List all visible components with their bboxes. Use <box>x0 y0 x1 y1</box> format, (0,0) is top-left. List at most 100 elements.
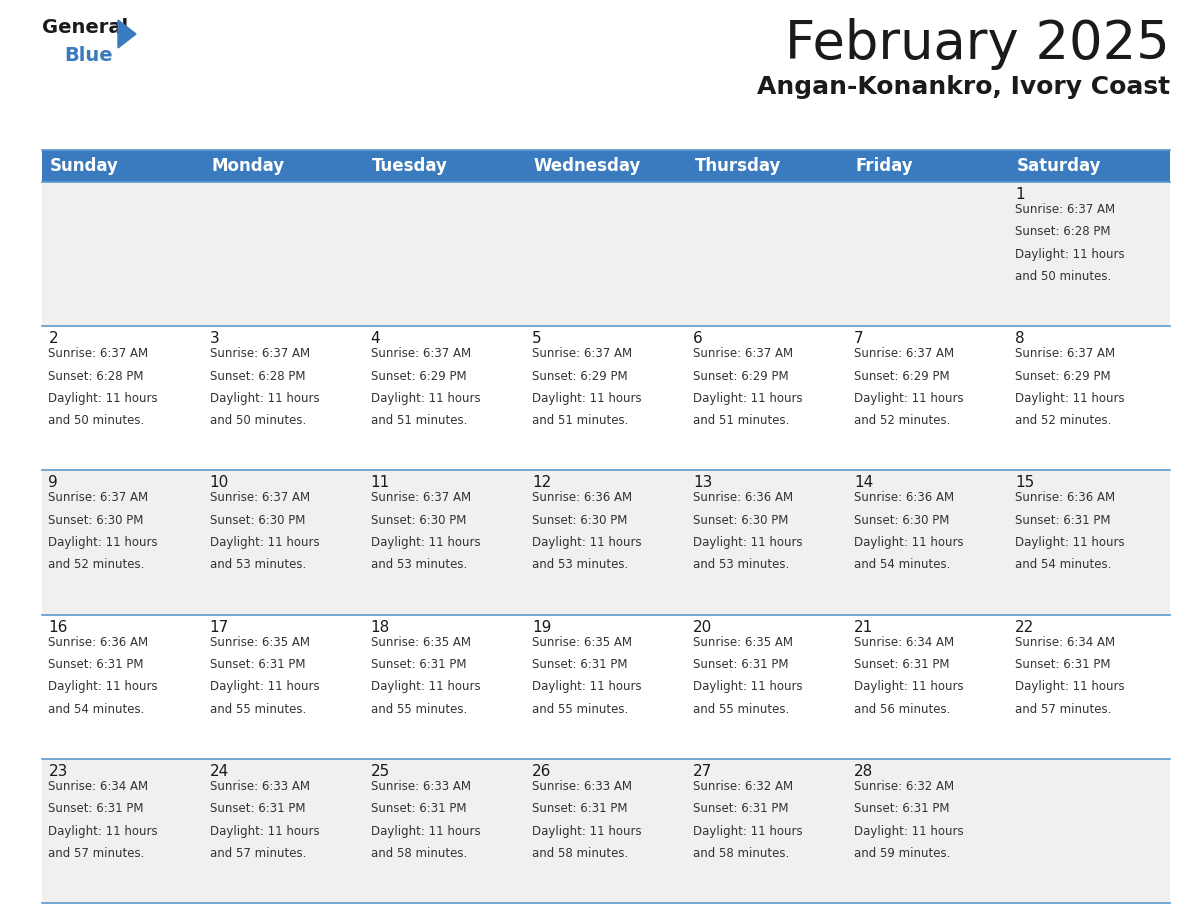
Text: Sunset: 6:28 PM: Sunset: 6:28 PM <box>1016 225 1111 239</box>
Text: 14: 14 <box>854 476 873 490</box>
Text: and 57 minutes.: and 57 minutes. <box>209 846 307 860</box>
Text: and 51 minutes.: and 51 minutes. <box>371 414 467 427</box>
Text: and 53 minutes.: and 53 minutes. <box>209 558 305 571</box>
Text: Saturday: Saturday <box>1017 157 1101 175</box>
Bar <box>42 614 1170 759</box>
Text: Sunrise: 6:32 AM: Sunrise: 6:32 AM <box>854 779 954 793</box>
Text: Sunrise: 6:37 AM: Sunrise: 6:37 AM <box>371 491 470 504</box>
Text: Thursday: Thursday <box>695 157 781 175</box>
Text: and 58 minutes.: and 58 minutes. <box>693 846 789 860</box>
Text: 9: 9 <box>49 476 58 490</box>
Text: Sunrise: 6:37 AM: Sunrise: 6:37 AM <box>49 491 148 504</box>
Text: Sunrise: 6:35 AM: Sunrise: 6:35 AM <box>532 635 632 649</box>
Text: Sunset: 6:28 PM: Sunset: 6:28 PM <box>49 370 144 383</box>
Text: and 53 minutes.: and 53 minutes. <box>371 558 467 571</box>
Text: Sunrise: 6:33 AM: Sunrise: 6:33 AM <box>371 779 470 793</box>
Text: and 51 minutes.: and 51 minutes. <box>532 414 628 427</box>
Text: Sunrise: 6:36 AM: Sunrise: 6:36 AM <box>49 635 148 649</box>
Text: Daylight: 11 hours: Daylight: 11 hours <box>209 536 320 549</box>
Text: Friday: Friday <box>855 157 914 175</box>
Bar <box>42 150 203 182</box>
Text: 21: 21 <box>854 620 873 634</box>
Text: Daylight: 11 hours: Daylight: 11 hours <box>371 680 480 693</box>
Text: Daylight: 11 hours: Daylight: 11 hours <box>209 680 320 693</box>
Text: Sunrise: 6:35 AM: Sunrise: 6:35 AM <box>209 635 310 649</box>
Bar <box>687 150 848 182</box>
Text: Tuesday: Tuesday <box>372 157 448 175</box>
Bar <box>42 182 1170 326</box>
Text: Sunrise: 6:34 AM: Sunrise: 6:34 AM <box>1016 635 1116 649</box>
Text: Sunrise: 6:37 AM: Sunrise: 6:37 AM <box>693 347 794 360</box>
Text: 13: 13 <box>693 476 713 490</box>
Text: 11: 11 <box>371 476 390 490</box>
Text: Daylight: 11 hours: Daylight: 11 hours <box>532 392 642 405</box>
Text: 3: 3 <box>209 331 220 346</box>
Text: Blue: Blue <box>64 46 113 65</box>
Text: Daylight: 11 hours: Daylight: 11 hours <box>532 824 642 837</box>
Text: and 57 minutes.: and 57 minutes. <box>49 846 145 860</box>
Text: Sunset: 6:31 PM: Sunset: 6:31 PM <box>49 658 144 671</box>
Text: and 52 minutes.: and 52 minutes. <box>854 414 950 427</box>
Text: and 54 minutes.: and 54 minutes. <box>49 702 145 716</box>
Text: Sunset: 6:29 PM: Sunset: 6:29 PM <box>693 370 789 383</box>
Text: and 55 minutes.: and 55 minutes. <box>209 702 305 716</box>
Text: Daylight: 11 hours: Daylight: 11 hours <box>854 536 963 549</box>
Text: and 53 minutes.: and 53 minutes. <box>532 558 628 571</box>
Text: Daylight: 11 hours: Daylight: 11 hours <box>1016 680 1125 693</box>
Text: Daylight: 11 hours: Daylight: 11 hours <box>209 824 320 837</box>
Text: Sunrise: 6:36 AM: Sunrise: 6:36 AM <box>854 491 954 504</box>
Text: 20: 20 <box>693 620 713 634</box>
Text: Daylight: 11 hours: Daylight: 11 hours <box>1016 248 1125 261</box>
Text: 7: 7 <box>854 331 864 346</box>
Text: 26: 26 <box>532 764 551 778</box>
Text: Sunset: 6:29 PM: Sunset: 6:29 PM <box>532 370 627 383</box>
Text: Daylight: 11 hours: Daylight: 11 hours <box>693 536 803 549</box>
Text: Sunset: 6:31 PM: Sunset: 6:31 PM <box>371 802 466 815</box>
Text: and 54 minutes.: and 54 minutes. <box>1016 558 1112 571</box>
Text: 12: 12 <box>532 476 551 490</box>
Text: 27: 27 <box>693 764 713 778</box>
Text: 18: 18 <box>371 620 390 634</box>
Text: Daylight: 11 hours: Daylight: 11 hours <box>49 392 158 405</box>
Text: and 56 minutes.: and 56 minutes. <box>854 702 950 716</box>
Text: and 55 minutes.: and 55 minutes. <box>693 702 789 716</box>
Text: and 58 minutes.: and 58 minutes. <box>532 846 628 860</box>
Text: Sunset: 6:30 PM: Sunset: 6:30 PM <box>532 514 627 527</box>
Text: and 54 minutes.: and 54 minutes. <box>854 558 950 571</box>
Bar <box>525 150 687 182</box>
Text: Sunset: 6:31 PM: Sunset: 6:31 PM <box>371 658 466 671</box>
Text: and 52 minutes.: and 52 minutes. <box>1016 414 1112 427</box>
Text: Daylight: 11 hours: Daylight: 11 hours <box>693 680 803 693</box>
Text: Sunrise: 6:36 AM: Sunrise: 6:36 AM <box>693 491 794 504</box>
Text: and 50 minutes.: and 50 minutes. <box>209 414 305 427</box>
Text: Sunrise: 6:37 AM: Sunrise: 6:37 AM <box>371 347 470 360</box>
Text: Sunrise: 6:35 AM: Sunrise: 6:35 AM <box>693 635 794 649</box>
Text: and 50 minutes.: and 50 minutes. <box>49 414 145 427</box>
Text: Daylight: 11 hours: Daylight: 11 hours <box>532 680 642 693</box>
Text: Monday: Monday <box>211 157 284 175</box>
Text: Daylight: 11 hours: Daylight: 11 hours <box>532 536 642 549</box>
Text: Daylight: 11 hours: Daylight: 11 hours <box>854 824 963 837</box>
Text: Sunrise: 6:37 AM: Sunrise: 6:37 AM <box>49 347 148 360</box>
Text: 5: 5 <box>532 331 542 346</box>
Text: Sunset: 6:29 PM: Sunset: 6:29 PM <box>854 370 949 383</box>
Text: 16: 16 <box>49 620 68 634</box>
Text: Sunset: 6:30 PM: Sunset: 6:30 PM <box>371 514 466 527</box>
Text: 22: 22 <box>1016 620 1035 634</box>
Text: and 55 minutes.: and 55 minutes. <box>371 702 467 716</box>
Text: Daylight: 11 hours: Daylight: 11 hours <box>371 392 480 405</box>
Text: Sunset: 6:31 PM: Sunset: 6:31 PM <box>209 658 305 671</box>
Bar <box>42 759 1170 903</box>
Text: and 59 minutes.: and 59 minutes. <box>854 846 950 860</box>
Text: Sunrise: 6:37 AM: Sunrise: 6:37 AM <box>1016 203 1116 216</box>
Text: 6: 6 <box>693 331 703 346</box>
Text: and 53 minutes.: and 53 minutes. <box>693 558 789 571</box>
Text: Sunrise: 6:37 AM: Sunrise: 6:37 AM <box>532 347 632 360</box>
Text: 17: 17 <box>209 620 229 634</box>
Text: Sunrise: 6:34 AM: Sunrise: 6:34 AM <box>854 635 954 649</box>
Text: Daylight: 11 hours: Daylight: 11 hours <box>49 536 158 549</box>
Text: Sunset: 6:30 PM: Sunset: 6:30 PM <box>209 514 305 527</box>
Text: Daylight: 11 hours: Daylight: 11 hours <box>693 392 803 405</box>
Bar <box>365 150 525 182</box>
Text: Sunset: 6:31 PM: Sunset: 6:31 PM <box>1016 514 1111 527</box>
